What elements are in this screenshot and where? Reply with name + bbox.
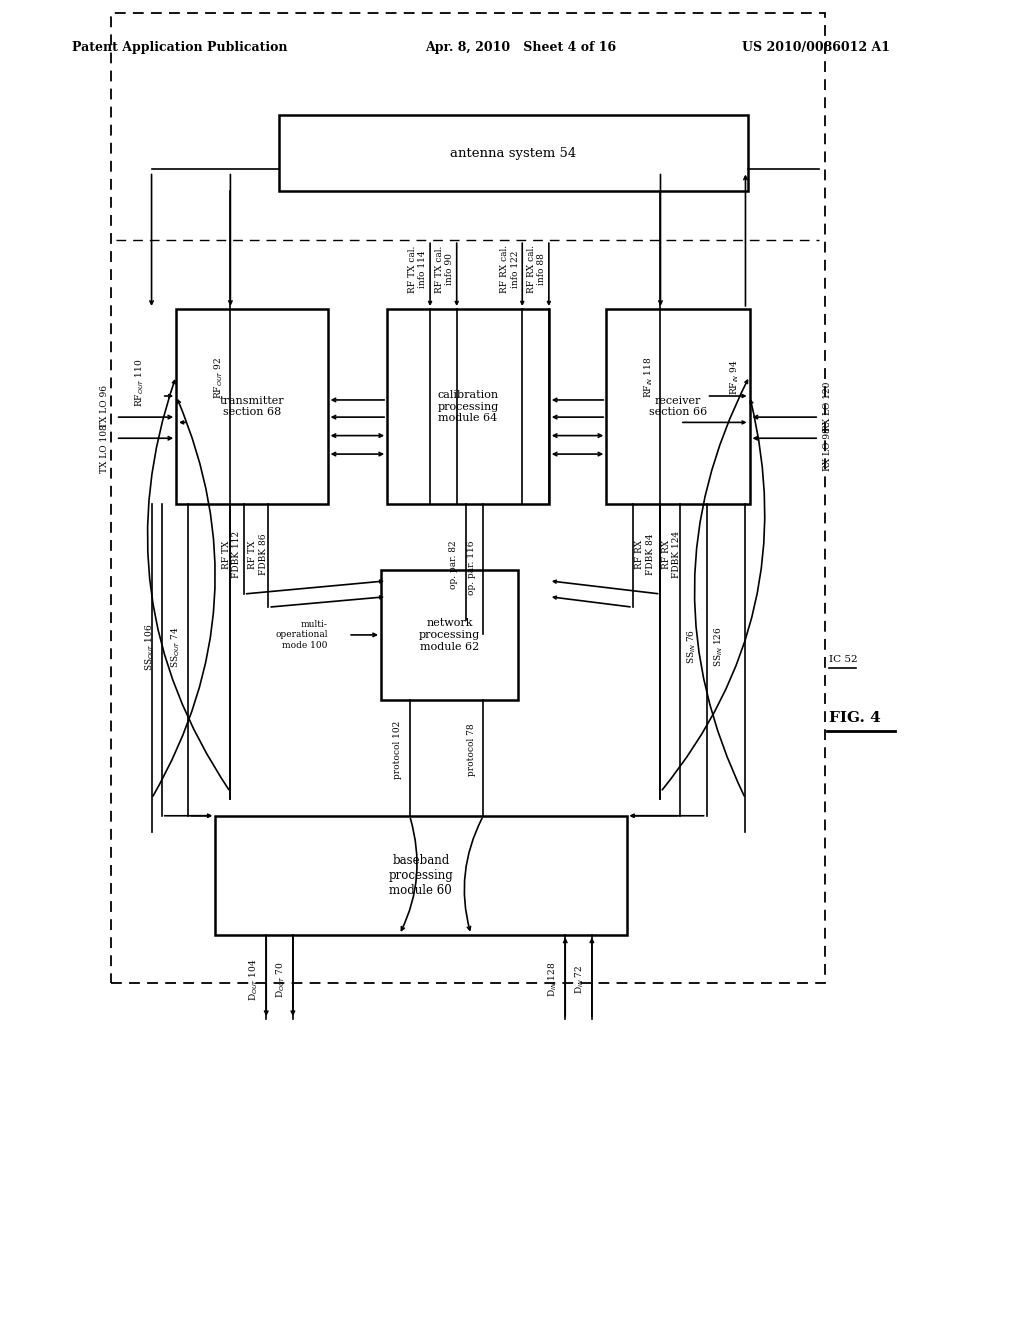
Text: RF TX cal.
info 90: RF TX cal. info 90 xyxy=(435,246,454,293)
Text: TX LO 96: TX LO 96 xyxy=(100,385,109,428)
Bar xyxy=(279,115,748,191)
Text: RF TX
FDBK 112: RF TX FDBK 112 xyxy=(222,531,241,578)
Bar xyxy=(387,309,549,504)
Text: RX LO 120: RX LO 120 xyxy=(823,381,831,432)
Text: baseband
processing
module 60: baseband processing module 60 xyxy=(388,854,454,896)
Text: receiver
section 66: receiver section 66 xyxy=(649,396,707,417)
Text: SS$_{OUT}$ 106: SS$_{OUT}$ 106 xyxy=(143,623,156,671)
Text: RF RX cal.
info 122: RF RX cal. info 122 xyxy=(501,246,519,293)
Text: D$_{IN}$ 72: D$_{IN}$ 72 xyxy=(573,965,586,994)
Text: protocol 102: protocol 102 xyxy=(393,721,401,779)
Text: RF RX cal.
info 88: RF RX cal. info 88 xyxy=(527,246,546,293)
Text: network
processing
module 62: network processing module 62 xyxy=(419,618,480,652)
Text: SS$_{IN}$ 126: SS$_{IN}$ 126 xyxy=(713,627,725,667)
Text: RF RX
FDBK 84: RF RX FDBK 84 xyxy=(636,533,654,576)
Text: RF$_{OUT}$ 110: RF$_{OUT}$ 110 xyxy=(133,359,145,407)
Text: SS$_{IN}$ 76: SS$_{IN}$ 76 xyxy=(686,630,698,664)
Text: D$_{OUT}$ 70: D$_{OUT}$ 70 xyxy=(274,961,287,998)
Text: TX LO 108: TX LO 108 xyxy=(100,425,109,473)
Bar xyxy=(111,13,825,983)
Text: Patent Application Publication: Patent Application Publication xyxy=(72,41,287,54)
Text: RF TX
FDBK 86: RF TX FDBK 86 xyxy=(249,533,267,576)
Text: multi-
operational
mode 100: multi- operational mode 100 xyxy=(275,620,328,649)
Text: US 2010/0086012 A1: US 2010/0086012 A1 xyxy=(742,41,891,54)
Text: transmitter
section 68: transmitter section 68 xyxy=(219,396,285,417)
Text: op. par. 82: op. par. 82 xyxy=(450,541,458,589)
Text: Apr. 8, 2010   Sheet 4 of 16: Apr. 8, 2010 Sheet 4 of 16 xyxy=(425,41,616,54)
Text: RF$_{IN}$ 118: RF$_{IN}$ 118 xyxy=(643,356,655,399)
Text: RF TX cal.
info 114: RF TX cal. info 114 xyxy=(409,246,427,293)
Text: FIG. 4: FIG. 4 xyxy=(829,711,882,725)
Bar xyxy=(176,309,328,504)
Text: RX LO 98: RX LO 98 xyxy=(823,426,831,471)
Text: calibration
processing
module 64: calibration processing module 64 xyxy=(437,389,499,424)
Text: op. par. 116: op. par. 116 xyxy=(467,540,475,595)
Text: RF$_{IN}$ 94: RF$_{IN}$ 94 xyxy=(729,359,741,396)
Text: IC 52: IC 52 xyxy=(829,656,858,664)
Bar xyxy=(606,309,750,504)
Text: SS$_{OUT}$ 74: SS$_{OUT}$ 74 xyxy=(170,626,182,668)
Text: RF RX
FDBK 124: RF RX FDBK 124 xyxy=(663,531,681,578)
Text: protocol 78: protocol 78 xyxy=(467,723,475,776)
Bar xyxy=(215,816,627,935)
Text: RF$_{OUT}$ 92: RF$_{OUT}$ 92 xyxy=(213,356,225,399)
Text: antenna system 54: antenna system 54 xyxy=(450,147,577,160)
Bar xyxy=(381,570,518,700)
Text: D$_{IN}$ 128: D$_{IN}$ 128 xyxy=(547,962,559,997)
Text: D$_{OUT}$ 104: D$_{OUT}$ 104 xyxy=(248,958,260,1001)
